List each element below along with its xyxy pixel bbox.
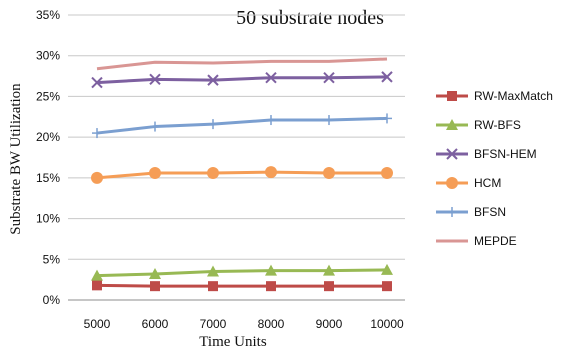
legend-label: MEPDE	[474, 234, 517, 248]
data-point	[92, 128, 102, 138]
data-point	[324, 115, 334, 125]
legend-item-bfsn: BFSN	[436, 205, 506, 219]
legend-label: HCM	[474, 176, 501, 190]
data-point	[149, 167, 161, 179]
data-point	[266, 281, 276, 291]
y-tick-label: 20%	[36, 130, 60, 144]
series-line	[97, 270, 387, 276]
data-point	[150, 281, 160, 291]
data-point	[382, 113, 392, 123]
x-tick-label: 8000	[258, 317, 285, 331]
series-line	[97, 59, 387, 69]
y-tick-label: 15%	[36, 171, 60, 185]
y-tick-label: 35%	[36, 8, 60, 22]
y-tick-label: 30%	[36, 49, 60, 63]
data-point	[324, 281, 334, 291]
chart-title: 50 substrate nodes	[236, 7, 384, 29]
series-line	[97, 118, 387, 133]
data-point	[382, 281, 392, 291]
gridlines	[68, 15, 405, 259]
series-hcm	[91, 166, 393, 184]
x-tick-label: 9000	[316, 317, 343, 331]
x-tick-label: 7000	[200, 317, 227, 331]
legend-marker	[447, 207, 457, 217]
x-tick-label: 5000	[84, 317, 111, 331]
series-bfsn	[92, 113, 392, 138]
data-point	[381, 167, 393, 179]
legend-label: BFSN-HEM	[474, 147, 537, 161]
legend-label: RW-MaxMatch	[474, 89, 553, 103]
legend-item-rw-maxmatch: RW-MaxMatch	[436, 89, 553, 103]
data-point	[266, 115, 276, 125]
y-tick-labels: 0% 5% 10% 15% 20% 25% 30% 35%	[36, 8, 60, 307]
data-point	[208, 281, 218, 291]
series-rw-bfs	[91, 264, 393, 281]
series-line	[97, 172, 387, 178]
y-tick-label: 5%	[43, 252, 61, 266]
legend-item-rw-bfs: RW-BFS	[436, 118, 521, 132]
series-group	[91, 59, 393, 291]
y-tick-label: 10%	[36, 212, 60, 226]
data-point	[150, 122, 160, 132]
data-point	[208, 119, 218, 129]
series-mepde	[97, 59, 387, 69]
legend-item-hcm: HCM	[436, 176, 501, 190]
x-axis: 5000 6000 7000 8000 9000 10000	[68, 300, 405, 331]
legend-marker	[447, 91, 457, 101]
data-point	[92, 280, 102, 290]
legend-marker	[446, 177, 458, 189]
legend: RW-MaxMatch RW-BFS BFSN-HEM HCM BFSN MEPDE	[436, 89, 553, 248]
data-point	[265, 166, 277, 178]
y-tick-label: 0%	[43, 293, 61, 307]
series-bfsn-hem	[92, 72, 392, 88]
y-axis-title: Substrate BW Utilization	[8, 83, 24, 235]
legend-label: RW-BFS	[474, 118, 521, 132]
series-line	[97, 77, 387, 83]
series-line	[97, 285, 387, 286]
legend-item-mepde: MEPDE	[436, 234, 517, 248]
y-tick-label: 25%	[36, 89, 60, 103]
data-point	[323, 167, 335, 179]
legend-item-bfsn-hem: BFSN-HEM	[436, 147, 537, 161]
x-tick-label: 10000	[370, 317, 404, 331]
data-point	[207, 167, 219, 179]
data-point	[91, 172, 103, 184]
x-tick-label: 6000	[142, 317, 169, 331]
x-axis-title: Time Units	[199, 334, 267, 350]
legend-label: BFSN	[474, 205, 506, 219]
series-rw-maxmatch	[92, 280, 392, 291]
